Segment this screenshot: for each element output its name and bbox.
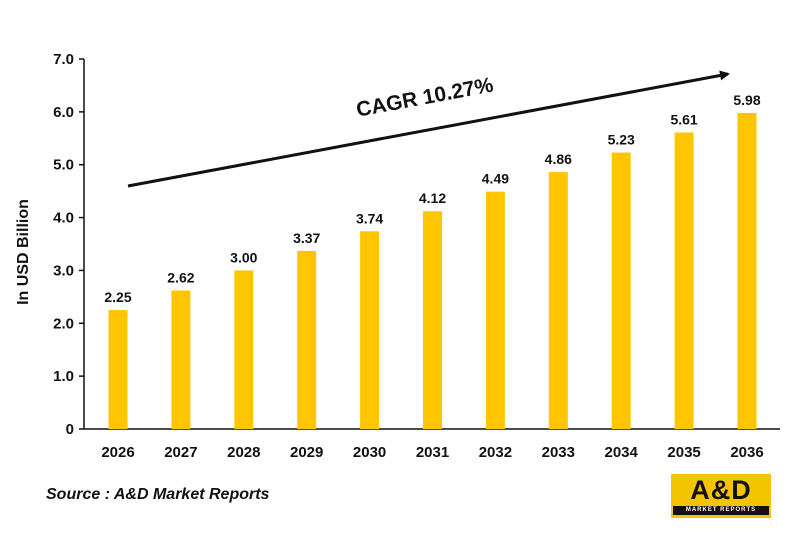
x-tick-label: 2033 xyxy=(542,444,575,461)
y-tick-label: 0 xyxy=(66,421,74,438)
data-label: 4.86 xyxy=(545,151,572,167)
x-tick-label: 2027 xyxy=(164,444,197,461)
data-label: 2.62 xyxy=(167,270,194,286)
data-label: 4.12 xyxy=(419,190,446,206)
data-label: 5.98 xyxy=(733,92,760,108)
logo-subtitle: MARKET REPORTS xyxy=(673,506,769,515)
cagr-trend-arrow xyxy=(127,70,730,188)
data-label: 4.49 xyxy=(482,171,509,187)
x-tick-label: 2032 xyxy=(479,444,512,461)
y-axis-label: In USD Billion xyxy=(15,199,32,305)
bar xyxy=(234,270,254,429)
y-tick-label: 3.0 xyxy=(53,262,74,279)
logo-main-text: A&D xyxy=(690,475,752,505)
y-tick-label: 5.0 xyxy=(53,157,74,174)
bar xyxy=(611,152,631,430)
x-tick-label: 2028 xyxy=(227,444,260,461)
x-axis: 2026 2027 2028 2029 2030 2031 2032 2033 2034 2035… xyxy=(84,428,780,461)
bar xyxy=(108,310,128,429)
bar xyxy=(171,290,191,429)
bar xyxy=(423,211,442,429)
source-note: Source : A&D Market Reports xyxy=(46,486,270,503)
bar xyxy=(297,250,317,429)
bar xyxy=(485,191,505,429)
ad-logo: A&D MARKET REPORTS xyxy=(671,474,771,518)
y-tick-label: 6.0 xyxy=(53,104,74,121)
y-tick-label: 7.0 xyxy=(53,51,74,68)
x-tick-label: 2029 xyxy=(290,444,323,461)
bar xyxy=(360,231,380,429)
bar xyxy=(737,112,757,430)
data-label: 3.37 xyxy=(293,230,320,246)
bar xyxy=(548,172,568,429)
bar xyxy=(674,132,694,429)
data-label: 3.00 xyxy=(230,249,257,265)
data-labels: 2.25 2.62 3.00 3.37 3.74 4.12 4.49 4.86 5.23 5.61… xyxy=(104,92,760,305)
x-tick-label: 2034 xyxy=(605,444,639,461)
data-label: 3.74 xyxy=(356,210,383,226)
bars xyxy=(108,112,757,430)
x-tick-label: 2036 xyxy=(730,444,763,461)
x-tick-label: 2030 xyxy=(353,444,386,461)
x-tick-label: 2026 xyxy=(101,444,134,461)
y-axis: 0 1.0 2.0 3.0 4.0 5.0 6.0 7.0 xyxy=(53,51,85,438)
x-tick-label: 2035 xyxy=(667,444,700,461)
data-label: 5.61 xyxy=(670,111,697,127)
data-label: 5.23 xyxy=(608,132,635,148)
y-tick-label: 2.0 xyxy=(53,315,74,332)
x-tick-label: 2031 xyxy=(416,444,449,461)
cagr-annotation: CAGR 10.27% xyxy=(354,73,495,121)
y-tick-label: 1.0 xyxy=(53,368,74,385)
data-label: 2.25 xyxy=(104,289,131,305)
y-tick-label: 4.0 xyxy=(53,210,74,227)
